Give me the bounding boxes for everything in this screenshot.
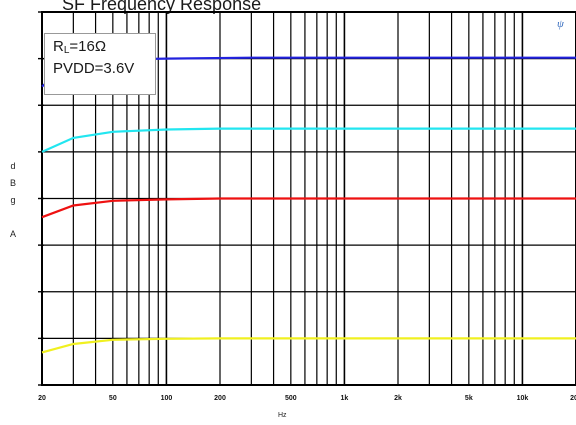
x-axis-unit: Hz	[278, 412, 287, 419]
annotation-box: RL=16Ω PVDD=3.6V	[44, 33, 156, 95]
x-tick-labels: 20 50 100 200 500 1k 2k 5k 10k 20k	[38, 395, 576, 402]
x-tick-label: 500	[285, 395, 297, 402]
x-tick-label: 10k	[517, 395, 529, 402]
supply-annotation: PVDD=3.6V	[53, 60, 135, 77]
y-label-char: g	[10, 195, 16, 205]
y-label-char: d	[10, 161, 16, 171]
chart-title: SF Frequency Response	[62, 0, 262, 14]
series-line	[41, 337, 576, 354]
y-label-char: A	[9, 229, 16, 239]
x-tick-label: 20k	[570, 395, 576, 402]
load-annotation: RL=16Ω	[53, 38, 107, 56]
x-tick-label: 50	[109, 395, 117, 402]
x-tick-label: 2k	[394, 395, 402, 402]
x-tick-label: 1k	[341, 395, 349, 402]
series-line	[41, 127, 576, 153]
y-axis-label: d B g A	[6, 158, 20, 243]
series-lines	[41, 56, 576, 354]
x-tick-label: 5k	[465, 395, 473, 402]
x-tick-label: 200	[214, 395, 226, 402]
y-label-char: B	[9, 178, 16, 188]
x-tick-label: 20	[38, 395, 46, 402]
x-tick-label: 100	[161, 395, 173, 402]
y-ticks	[38, 11, 44, 386]
series-line	[41, 197, 576, 219]
logo-icon: ψ	[557, 18, 564, 30]
y-label-char	[6, 209, 20, 226]
